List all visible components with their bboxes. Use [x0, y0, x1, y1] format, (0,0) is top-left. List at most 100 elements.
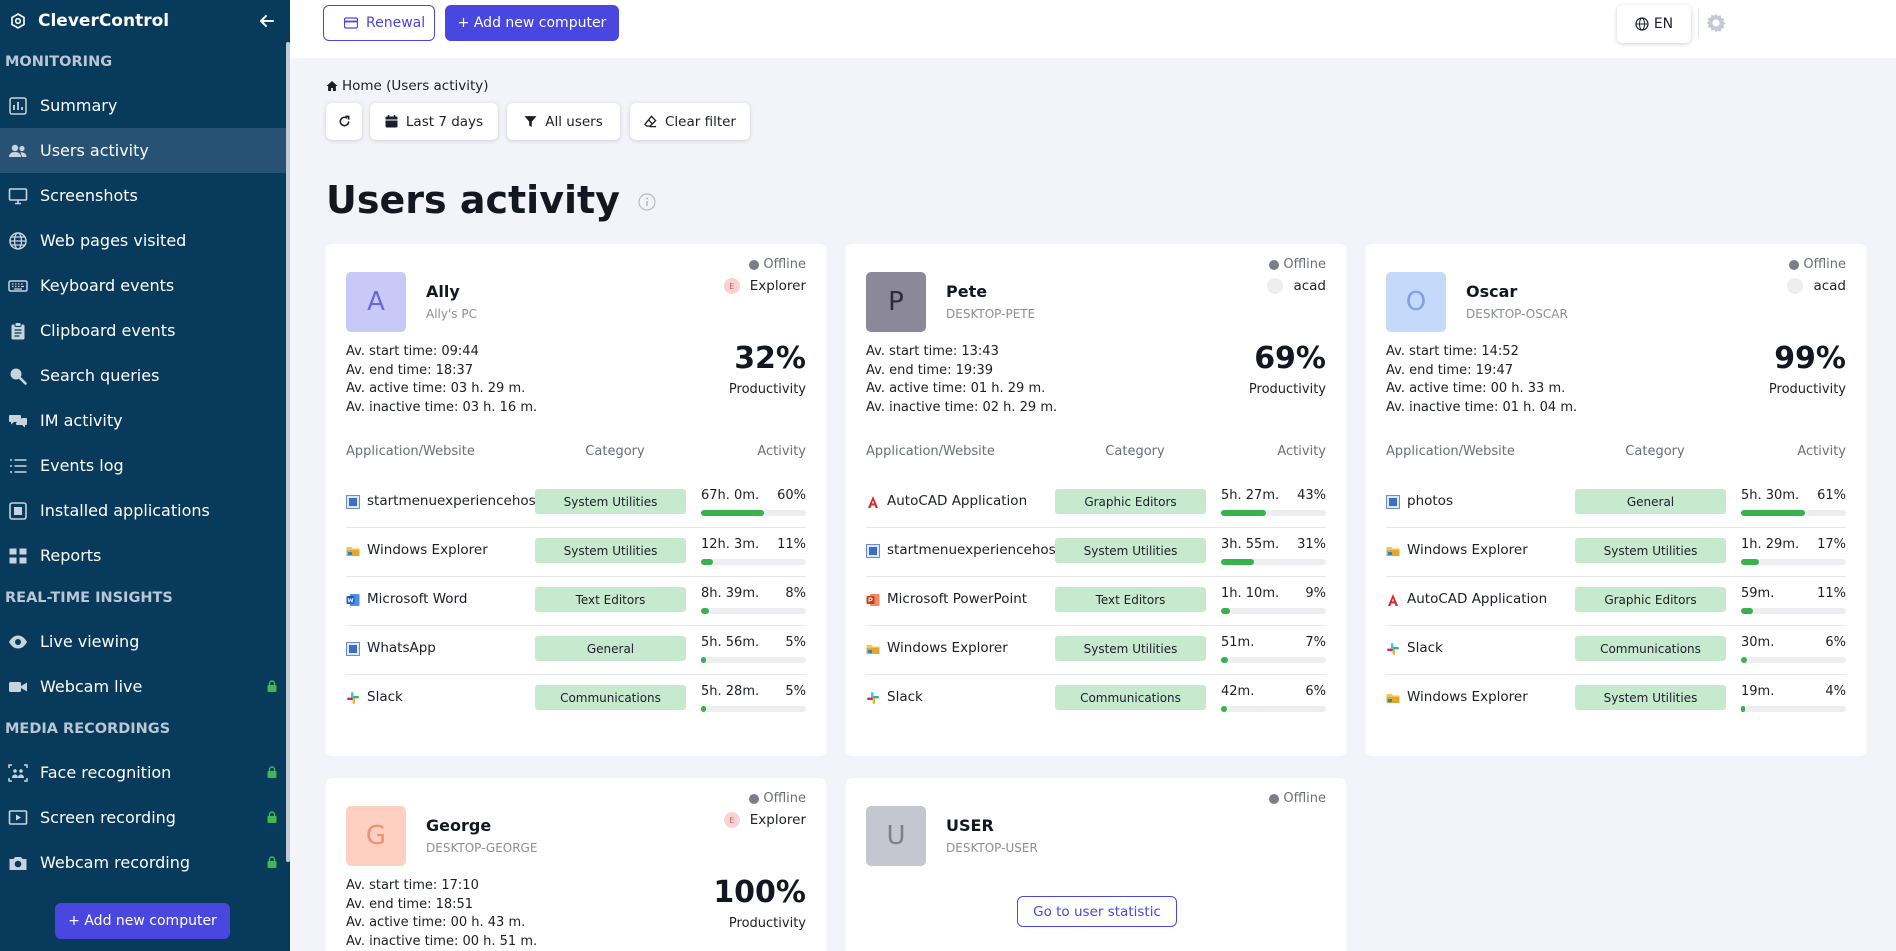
folder-icon: [1386, 690, 1400, 704]
activity-time: 1h. 29m.: [1741, 537, 1800, 552]
activity-bar: [701, 559, 806, 565]
app-row[interactable]: Slack Communications 30m. 6%: [1386, 626, 1846, 675]
avatar[interactable]: U: [866, 806, 926, 866]
user-name[interactable]: Ally: [426, 282, 460, 301]
section-media: MEDIA RECORDINGS: [5, 721, 171, 737]
computer-name: DESKTOP-GEORGE: [426, 841, 538, 855]
activity-bar-fill: [1221, 510, 1267, 516]
app-row[interactable]: Windows Explorer System Utilities 51m. 7%: [866, 626, 1326, 675]
computer-name: DESKTOP-PETE: [946, 307, 1036, 321]
sidebar-item-clipboard[interactable]: Clipboard events: [0, 308, 290, 353]
sidebar-item-face-recognition[interactable]: Face recognition: [0, 750, 290, 795]
app-row[interactable]: Slack Communications 42m. 6%: [866, 675, 1326, 724]
app-row[interactable]: Microsoft Word Text Editors 8h. 39m. 8%: [346, 577, 806, 626]
app-name: WhatsApp: [367, 640, 436, 656]
app-list: AutoCAD Application Graphic Editors 5h. 27…: [866, 479, 1326, 724]
add-new-computer-button[interactable]: + Add new computer: [445, 5, 619, 41]
breadcrumb-label: Home (Users activity): [342, 78, 489, 94]
window-app-icon: [866, 543, 880, 558]
sidebar-add-computer-button[interactable]: + Add new computer: [55, 903, 230, 939]
avg-inactive-time: Av. inactive time: 00 h. 51 m.: [346, 933, 538, 949]
sidebar-item-web-pages[interactable]: Web pages visited: [0, 218, 290, 263]
sidebar-item-screenshots[interactable]: Screenshots: [0, 173, 290, 218]
status-dot: [1269, 793, 1280, 804]
app-row[interactable]: Microsoft PowerPoint Text Editors 1h. 10m.…: [866, 577, 1326, 626]
user-name[interactable]: Oscar: [1466, 282, 1518, 301]
avatar[interactable]: G: [346, 806, 406, 866]
word-icon: [346, 592, 360, 606]
avatar[interactable]: O: [1386, 272, 1446, 332]
info-icon[interactable]: [638, 193, 656, 211]
date-range-button[interactable]: Last 7 days: [370, 103, 498, 140]
app-name: Slack: [887, 689, 923, 705]
app-row[interactable]: photos General 5h. 30m. 61%: [1386, 479, 1846, 528]
category-badge: Graphic Editors: [1575, 587, 1726, 612]
avg-start-time: Av. start time: 17:10: [346, 878, 479, 893]
activity-time: 1h. 10m.: [1221, 586, 1280, 601]
section-realtime: REAL-TIME INSIGHTS: [5, 590, 173, 606]
collapse-arrow-icon[interactable]: [258, 12, 276, 30]
productivity-value: 99%: [1774, 341, 1846, 376]
sidebar-item-users-activity[interactable]: Users activity: [0, 128, 290, 173]
app-row[interactable]: WhatsApp General 5h. 56m. 5%: [346, 626, 806, 675]
sidebar-item-webcam-recording[interactable]: Webcam recording: [0, 840, 290, 885]
sidebar-item-summary[interactable]: Summary: [0, 83, 290, 128]
category-badge: System Utilities: [535, 489, 686, 514]
app-icon: [1267, 278, 1284, 294]
sidebar-item-label: Screen recording: [40, 808, 176, 827]
app-row[interactable]: Windows Explorer System Utilities 12h. 3m.…: [346, 528, 806, 577]
breadcrumb[interactable]: Home (Users activity): [326, 78, 489, 94]
users-filter-button[interactable]: All users: [507, 103, 620, 140]
category-badge: Communications: [535, 685, 686, 710]
page-title-text: Users activity: [326, 178, 620, 222]
sidebar-item-events-log[interactable]: Events log: [0, 443, 290, 488]
app-list: photos General 5h. 30m. 61% Windows Explorer…: [1386, 479, 1846, 724]
avg-end-time: Av. end time: 19:47: [1386, 362, 1514, 378]
user-name[interactable]: Pete: [946, 282, 988, 301]
go-to-user-statistic-button[interactable]: Go to user statistic: [1017, 896, 1177, 927]
avg-end-time: Av. end time: 19:39: [866, 362, 994, 378]
activity-bar: [1221, 608, 1326, 614]
sidebar-item-im-activity[interactable]: IM activity: [0, 398, 290, 443]
app-row[interactable]: startmenuexperiencehost System Utilities 3…: [866, 528, 1326, 577]
sidebar-scrollbar[interactable]: [286, 42, 290, 862]
status-label: Offline: [763, 257, 806, 272]
activity-percent: 17%: [1817, 537, 1846, 552]
search-icon: [8, 366, 28, 386]
sidebar: CleverControl MONITORING Summary Users a…: [0, 0, 290, 951]
sidebar-item-keyboard[interactable]: Keyboard events: [0, 263, 290, 308]
productivity: 100% Productivity: [713, 875, 806, 931]
sidebar-item-webcam-live[interactable]: Webcam live: [0, 664, 290, 709]
sidebar-item-live-viewing[interactable]: Live viewing: [0, 619, 290, 664]
window-app-icon: [346, 494, 360, 509]
sidebar-item-reports[interactable]: Reports: [0, 533, 290, 578]
avatar[interactable]: P: [866, 272, 926, 332]
user-name[interactable]: George: [426, 816, 492, 835]
activity-percent: 60%: [777, 488, 806, 503]
col-app: Application/Website: [1386, 444, 1515, 459]
app-row[interactable]: Windows Explorer System Utilities 1h. 29m.…: [1386, 528, 1846, 577]
refresh-button[interactable]: [326, 103, 362, 140]
avatar[interactable]: A: [346, 272, 406, 332]
app-row[interactable]: AutoCAD Application Graphic Editors 59m. 11…: [1386, 577, 1846, 626]
app-row[interactable]: AutoCAD Application Graphic Editors 5h. 27…: [866, 479, 1326, 528]
sidebar-item-screen-recording[interactable]: Screen recording: [0, 795, 290, 840]
renewal-button[interactable]: Renewal: [323, 5, 435, 41]
app-row[interactable]: Slack Communications 5h. 28m. 5%: [346, 675, 806, 724]
user-name[interactable]: USER: [946, 816, 994, 835]
user-card: Offline acad P Pete DESKTOP-PETE Av. sta…: [846, 244, 1346, 756]
activity-percent: 61%: [1817, 488, 1846, 503]
activity-percent: 31%: [1297, 537, 1326, 552]
folder-icon: [866, 641, 880, 655]
gear-icon[interactable]: [1704, 11, 1728, 35]
app-row[interactable]: Windows Explorer System Utilities 19m. 4%: [1386, 675, 1846, 724]
app-name: startmenuexperiencehost: [367, 493, 541, 509]
app-name: Microsoft PowerPoint: [887, 591, 1028, 607]
sidebar-item-search-queries[interactable]: Search queries: [0, 353, 290, 398]
app-row[interactable]: startmenuexperiencehost System Utilities 6…: [346, 479, 806, 528]
sidebar-item-installed-apps[interactable]: Installed applications: [0, 488, 290, 533]
app-name: AutoCAD Application: [1407, 591, 1548, 607]
category-badge: Communications: [1055, 685, 1206, 710]
language-selector[interactable]: EN: [1617, 5, 1691, 43]
clear-filter-button[interactable]: Clear filter: [630, 103, 750, 140]
